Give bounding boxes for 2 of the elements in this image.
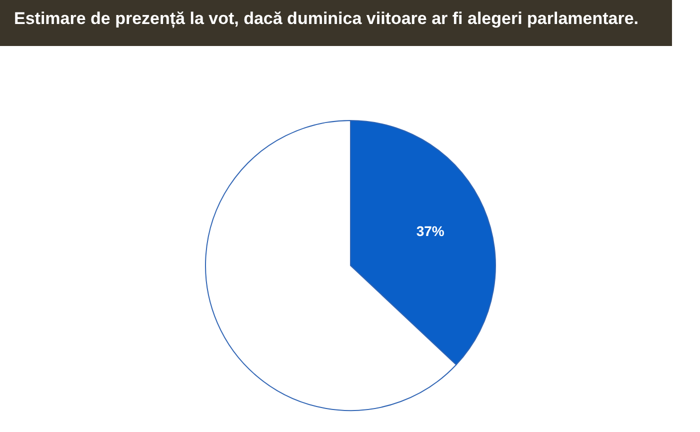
data-label: 37% <box>416 222 445 239</box>
chart-title: Estimare de prezență la vot, dacă duminica viitoare ar fi alegeri parlamentare. <box>0 0 672 46</box>
